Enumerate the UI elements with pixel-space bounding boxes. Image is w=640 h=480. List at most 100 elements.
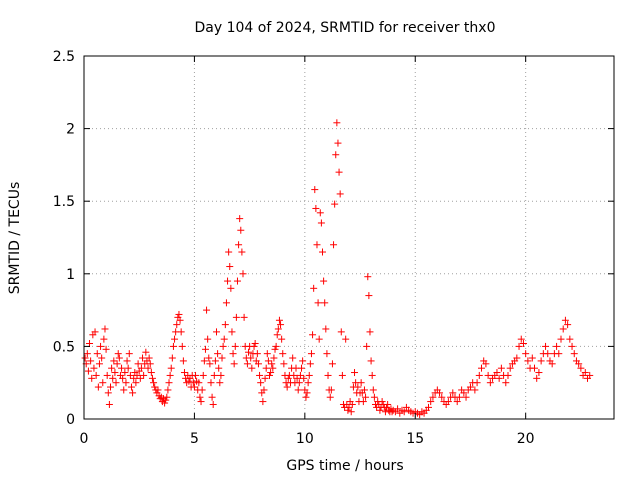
data-point [84,367,92,375]
data-point [581,369,589,377]
data-point [531,364,538,372]
data-point [140,371,148,379]
data-point [210,371,218,379]
data-point [125,350,133,358]
data-point [283,383,291,391]
data-point [233,277,241,285]
data-point [136,374,144,382]
data-point [364,273,372,281]
data-point [517,335,525,343]
data-point [123,357,131,365]
data-point [332,151,340,159]
data-point [215,364,223,372]
data-point [216,379,224,387]
data-point [228,328,236,336]
data-point [486,379,494,387]
data-point [147,369,155,377]
data-point [455,393,463,401]
data-point [127,383,135,391]
data-point [307,350,315,358]
data-point [363,342,371,350]
data-point [150,379,158,387]
x-tick-label: 15 [406,431,424,447]
data-point [145,354,153,362]
data-point [302,393,310,401]
data-point [294,386,302,394]
y-tick-label: 0 [66,412,75,428]
data-point [317,219,325,227]
data-point [81,354,89,362]
data-point [204,335,212,343]
data-point [83,350,91,358]
data-point [144,364,152,372]
data-point [91,328,99,336]
data-point [284,374,292,382]
data-point [133,371,141,379]
data-point [198,386,206,394]
data-point [88,374,96,382]
data-point [493,369,501,377]
data-point [162,396,170,404]
data-point [235,241,243,249]
data-point [169,342,177,350]
data-point [473,379,481,387]
data-point [129,389,137,397]
data-point [137,364,145,372]
data-point [148,374,156,382]
data-point [167,364,175,372]
data-point [586,371,594,379]
data-point [559,325,567,333]
data-point [99,379,107,387]
data-point [533,374,541,382]
data-point [453,398,461,406]
y-tick-label: 1 [66,267,75,283]
data-point [120,386,128,394]
y-tick-label: 2 [66,122,75,138]
data-point [425,403,432,411]
data-point [247,354,255,362]
data-point [279,350,287,358]
data-point [259,398,267,406]
data-point [466,383,474,391]
data-point [368,371,376,379]
data-point [394,405,402,413]
data-point [90,364,98,372]
data-point [542,342,550,350]
data-point [224,277,232,285]
data-point [298,364,306,372]
x-tick-label: 5 [190,431,199,447]
data-point [132,379,140,387]
data-point [310,284,318,292]
data-point [113,360,121,368]
data-point [273,331,281,339]
data-point [201,345,209,353]
data-point [197,398,205,406]
data-point [322,325,330,333]
data-point [200,357,208,365]
data-point [354,383,362,391]
data-point [130,374,138,382]
data-point [109,374,117,382]
data-point [359,398,367,406]
data-point [370,393,378,401]
data-point [333,119,341,127]
data-point [313,241,321,249]
data-point [327,386,335,394]
data-point [103,371,111,379]
data-point [227,284,235,292]
axis-ticks: 0 5 10 15 20 0 0.5 1 1.5 2 2.5 [53,49,614,447]
data-point [205,354,213,362]
data-point [548,360,556,368]
data-point [209,400,217,408]
data-point [475,371,483,379]
data-point [101,325,109,333]
data-point [219,342,227,350]
data-point [218,354,226,362]
data-point [179,357,187,365]
data-point [345,403,353,411]
data-point [107,383,114,391]
data-point [237,226,245,234]
data-point [360,386,368,394]
data-point [336,190,344,198]
data-point [365,292,373,300]
